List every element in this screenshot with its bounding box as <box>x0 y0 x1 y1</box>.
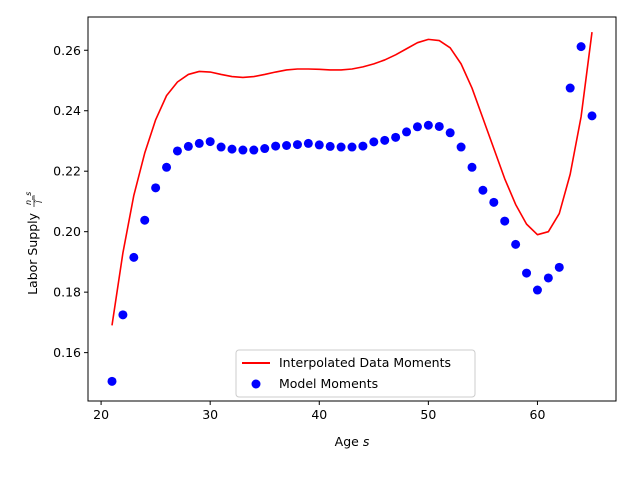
scatter-point-model-moments <box>238 145 248 155</box>
scatter-point-model-moments <box>271 141 281 151</box>
scatter-point-model-moments <box>412 122 422 132</box>
scatter-point-model-moments <box>140 215 150 225</box>
y-axis-label-text: Labor Supply <box>25 212 40 295</box>
scatter-point-model-moments <box>129 252 139 262</box>
scatter-point-model-moments <box>325 141 335 151</box>
scatter-point-model-moments <box>391 132 401 142</box>
scatter-point-model-moments <box>303 138 313 148</box>
scatter-point-model-moments <box>227 144 237 154</box>
scatter-point-model-moments <box>445 128 455 138</box>
legend-label-model-moments: Model Moments <box>279 376 378 391</box>
x-axis-ticks: 20 30 40 50 60 <box>93 401 545 422</box>
x-tick-label: 20 <box>93 407 109 422</box>
y-tick-label: 0.22 <box>53 164 81 179</box>
scatter-point-model-moments <box>107 376 117 386</box>
scatter-point-model-moments <box>478 185 488 195</box>
scatter-point-model-moments <box>489 197 499 207</box>
scatter-point-model-moments <box>314 140 324 150</box>
scatter-point-model-moments <box>500 216 510 226</box>
x-tick-label: 40 <box>311 407 327 422</box>
scatter-point-model-moments <box>151 183 161 193</box>
legend-marker-swatch <box>251 379 261 389</box>
scatter-point-model-moments <box>162 162 172 172</box>
y-tick-label: 0.26 <box>53 43 81 58</box>
x-tick-label: 60 <box>530 407 546 422</box>
y-tick-label: 0.16 <box>53 345 81 360</box>
scatter-point-model-moments <box>554 262 564 272</box>
x-tick-label: 50 <box>420 407 436 422</box>
scatter-point-model-moments <box>543 273 553 283</box>
scatter-point-model-moments <box>467 162 477 172</box>
y-axis-ticks: 0.16 0.18 0.20 0.22 0.24 0.26 <box>53 43 88 360</box>
plot-content <box>107 32 597 386</box>
scatter-point-model-moments <box>511 239 521 249</box>
y-axis-label: Labor Supply n_s l̃ <box>24 192 44 295</box>
scatter-point-model-moments <box>260 144 270 154</box>
scatter-point-model-moments <box>532 285 542 295</box>
scatter-point-model-moments <box>194 138 204 148</box>
scatter-point-model-moments <box>347 142 357 152</box>
scatter-point-model-moments <box>183 141 193 151</box>
series-line-interpolated-data-moments <box>111 32 593 326</box>
scatter-point-model-moments <box>358 141 368 151</box>
scatter-point-model-moments <box>576 42 586 52</box>
scatter-point-model-moments <box>172 146 182 156</box>
scatter-point-model-moments <box>434 121 444 131</box>
y-tick-label: 0.24 <box>53 103 81 118</box>
legend-box <box>235 349 476 398</box>
scatter-point-model-moments <box>369 137 379 147</box>
scatter-point-model-moments <box>423 120 433 130</box>
y-tick-label: 0.18 <box>53 285 81 300</box>
legend-label-interpolated-data-moments: Interpolated Data Moments <box>279 355 451 370</box>
x-tick-label: 30 <box>202 407 218 422</box>
scatter-point-model-moments <box>216 142 226 152</box>
scatter-point-model-moments <box>522 268 532 278</box>
scatter-point-model-moments <box>118 310 128 320</box>
scatter-point-model-moments <box>282 141 292 150</box>
scatter-point-model-moments <box>336 142 346 152</box>
y-tick-label: 0.20 <box>53 224 81 239</box>
scatter-point-model-moments <box>565 83 575 93</box>
y-axis-label-fraction-denominator: l̃ <box>34 199 44 203</box>
scatter-point-model-moments <box>402 127 412 137</box>
plot-frame <box>87 16 617 402</box>
legend: Interpolated Data Moments Model Moments <box>235 349 476 398</box>
scatter-point-model-moments <box>587 111 597 121</box>
scatter-point-model-moments <box>205 137 215 147</box>
scatter-point-model-moments <box>456 142 466 152</box>
y-axis-label-fraction-numerator: n_s <box>24 192 33 205</box>
scatter-point-model-moments <box>292 140 302 150</box>
scatter-point-model-moments <box>380 135 390 145</box>
x-axis-label: Age s <box>335 434 370 449</box>
scatter-point-model-moments <box>249 145 259 155</box>
